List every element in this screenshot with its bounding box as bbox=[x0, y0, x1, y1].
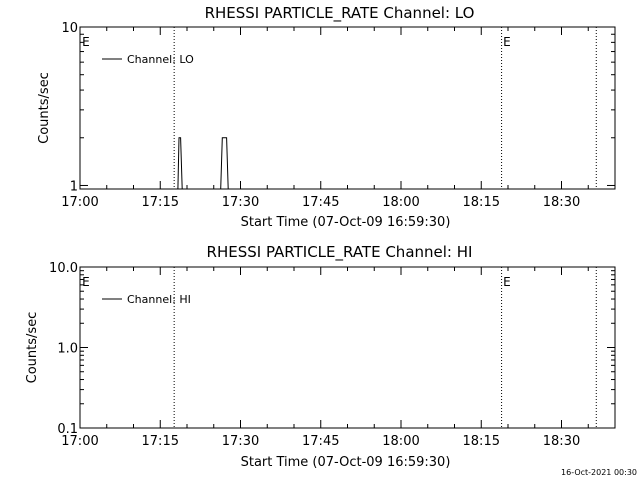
legend-label: Channel: LO bbox=[127, 53, 194, 66]
x-tick-label: 17:00 bbox=[61, 434, 98, 449]
x-tick-label: 17:45 bbox=[302, 434, 339, 449]
x-tick-label: 18:30 bbox=[543, 434, 580, 449]
x-tick-label: 18:15 bbox=[463, 195, 500, 210]
flag-label: E bbox=[503, 275, 511, 289]
plot-frame bbox=[79, 266, 616, 429]
footer-date: 16-Oct-2021 00:30 bbox=[561, 468, 637, 477]
x-tick-label: 18:15 bbox=[463, 434, 500, 449]
panel-1: RHESSI PARTICLE_RATE Channel: LO 17:00 17:… bbox=[37, 4, 616, 230]
x-tick-label: 17:30 bbox=[222, 434, 259, 449]
x-tick-label: 17:00 bbox=[61, 195, 98, 210]
flag-label: E bbox=[503, 35, 511, 49]
series-line bbox=[80, 137, 230, 190]
y-tick-label: 10 bbox=[61, 21, 78, 36]
flag-label: E bbox=[82, 275, 90, 289]
legend-label: Channel: HI bbox=[127, 293, 191, 306]
x-tick-label: 18:30 bbox=[543, 195, 580, 210]
y-tick-label: 10.0 bbox=[49, 261, 78, 276]
x-axis-title: Start Time (07-Oct-09 16:59:30) bbox=[241, 215, 451, 230]
x-tick-label: 17:45 bbox=[302, 195, 339, 210]
y-tick-label: 1 bbox=[70, 179, 78, 194]
y-axis-title: Counts/sec bbox=[37, 72, 52, 144]
x-tick-label: 18:00 bbox=[382, 434, 419, 449]
flag-label: E bbox=[82, 35, 90, 49]
x-tick-label: 18:00 bbox=[382, 195, 419, 210]
x-tick-label: 17:15 bbox=[142, 195, 179, 210]
y-axis-title: Counts/sec bbox=[25, 312, 40, 384]
x-tick-label: 17:15 bbox=[142, 434, 179, 449]
panel-2: RHESSI PARTICLE_RATE Channel: HI 17:00 17:… bbox=[25, 243, 616, 470]
y-tick-label: 1.0 bbox=[57, 342, 78, 357]
x-axis-title: Start Time (07-Oct-09 16:59:30) bbox=[241, 455, 451, 470]
plot-frame bbox=[79, 26, 616, 190]
chart-title: RHESSI PARTICLE_RATE Channel: LO bbox=[205, 4, 475, 23]
x-tick-label: 17:30 bbox=[222, 195, 259, 210]
chart-title: RHESSI PARTICLE_RATE Channel: HI bbox=[207, 243, 473, 262]
y-tick-label: 0.1 bbox=[57, 422, 78, 437]
